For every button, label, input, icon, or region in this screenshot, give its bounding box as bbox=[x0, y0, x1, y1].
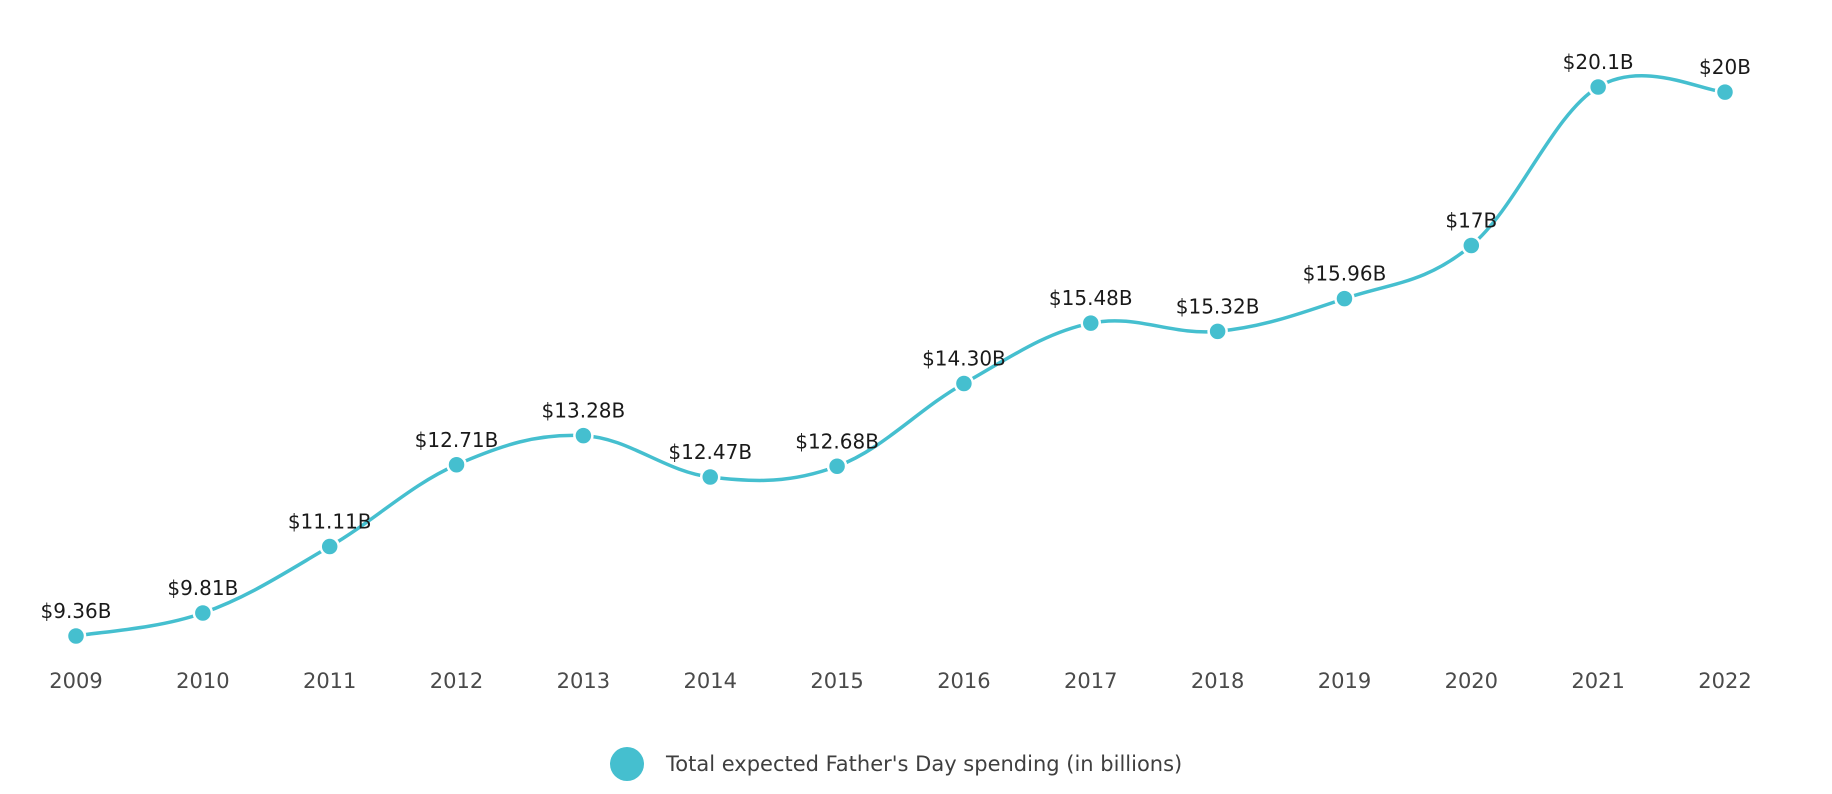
x-tick-label-2013: 2013 bbox=[557, 669, 610, 693]
data-label-2017: $15.48B bbox=[1049, 286, 1133, 310]
data-label-2016: $14.30B bbox=[922, 346, 1006, 370]
data-point-2010[interactable] bbox=[192, 602, 214, 624]
x-tick-label-2018: 2018 bbox=[1191, 669, 1244, 693]
data-label-2019: $15.96B bbox=[1303, 262, 1387, 286]
data-point-2016[interactable] bbox=[953, 373, 975, 394]
data-point-2011[interactable] bbox=[319, 536, 340, 557]
data-point-2013[interactable] bbox=[573, 425, 594, 446]
x-tick-label-2015: 2015 bbox=[810, 669, 863, 693]
x-tick-label-2011: 2011 bbox=[303, 669, 356, 693]
data-label-2021: $20.1B bbox=[1563, 50, 1634, 74]
data-point-2018[interactable] bbox=[1207, 321, 1228, 342]
data-point-2021[interactable] bbox=[1587, 76, 1609, 98]
x-tick-label-2019: 2019 bbox=[1318, 669, 1371, 693]
x-tick-label-2016: 2016 bbox=[937, 669, 990, 693]
data-point-2015[interactable] bbox=[826, 456, 848, 477]
data-label-2020: $17B bbox=[1445, 208, 1497, 232]
x-tick-label-2017: 2017 bbox=[1064, 669, 1117, 693]
x-tick-label-2021: 2021 bbox=[1571, 669, 1624, 693]
data-label-2018: $15.32B bbox=[1176, 294, 1260, 318]
legend-label: Total expected Father's Day spending (in… bbox=[666, 752, 1183, 776]
data-point-2009[interactable] bbox=[65, 625, 87, 647]
data-point-2012[interactable] bbox=[446, 454, 467, 476]
data-label-2013: $13.28B bbox=[542, 399, 626, 423]
x-tick-label-2010: 2010 bbox=[176, 669, 229, 693]
data-label-2014: $12.47B bbox=[668, 440, 752, 464]
data-point-2020[interactable] bbox=[1461, 235, 1482, 256]
data-point-layer bbox=[65, 76, 1736, 647]
data-label-2015: $12.68B bbox=[795, 429, 879, 453]
data-point-2019[interactable] bbox=[1334, 288, 1355, 309]
legend: Total expected Father's Day spending (in… bbox=[610, 744, 1182, 784]
data-label-layer: $9.36B $9.81B $11.11B $12.71B $13.28B $12.47B… bbox=[41, 50, 1751, 623]
data-label-2012: $12.71B bbox=[415, 428, 499, 452]
x-tick-label-2020: 2020 bbox=[1445, 669, 1498, 693]
data-point-2017[interactable] bbox=[1080, 312, 1102, 334]
data-label-2022: $20B bbox=[1699, 55, 1751, 79]
data-point-2022[interactable] bbox=[1714, 81, 1736, 103]
data-label-2011: $11.11B bbox=[288, 510, 372, 534]
x-tick-label-2012: 2012 bbox=[430, 669, 483, 693]
x-tick-label-2022: 2022 bbox=[1698, 669, 1751, 693]
data-label-2009: $9.36B bbox=[41, 599, 112, 623]
x-tick-label-2014: 2014 bbox=[684, 669, 737, 693]
data-label-2010: $9.81B bbox=[167, 576, 238, 600]
data-point-2014[interactable] bbox=[699, 466, 721, 488]
x-axis-ticks: 2009 2010 2011 2012 2013 2014 2015 2016 2017 2018… bbox=[49, 669, 1751, 693]
legend-swatch-icon bbox=[610, 747, 644, 781]
x-tick-label-2009: 2009 bbox=[49, 669, 102, 693]
